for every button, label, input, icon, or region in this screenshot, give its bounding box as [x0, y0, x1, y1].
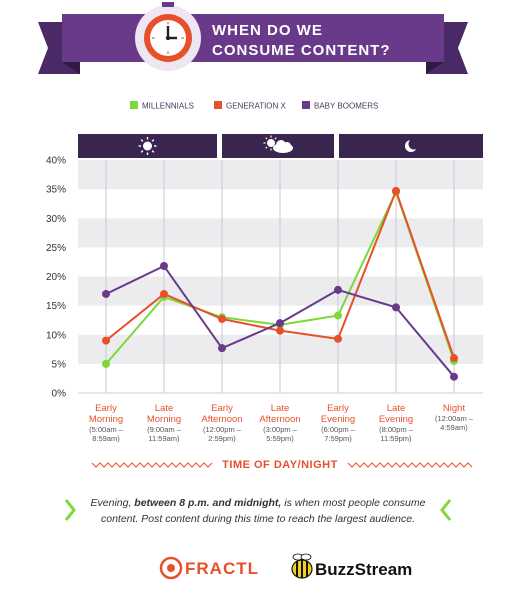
legend-item: GENERATION X [214, 101, 287, 111]
x-category-name: Early Morning [89, 403, 123, 425]
data-point [334, 311, 342, 320]
data-point [160, 262, 168, 271]
chevron-left-icon [440, 499, 452, 521]
legend-swatch [214, 101, 222, 109]
callout-line1: Evening, between 8 p.m. and midnight, is… [91, 497, 426, 509]
data-point [102, 289, 110, 298]
period-header [78, 134, 483, 158]
sun-cloud-icon [263, 135, 293, 153]
ribbon-body [62, 14, 444, 62]
fractl-logo-text: FRACTL [185, 559, 259, 578]
data-point [334, 285, 342, 294]
zigzag-right [347, 462, 473, 468]
x-category-name: Late Morning [147, 403, 181, 425]
y-tick-label: 20% [46, 272, 66, 283]
y-tick-label: 35% [46, 185, 66, 196]
legend-swatch [302, 101, 310, 109]
clock-icon [135, 2, 201, 71]
x-category: Early Morning(5:00am –8:59am) [89, 403, 124, 443]
x-category-time: (12:00pm –2:59pm) [203, 425, 242, 443]
legend-item: MILLENNIALS [130, 101, 194, 111]
zigzag-left [91, 462, 213, 468]
x-category: Late Morning(9:00am –11:59am) [147, 403, 182, 443]
line-chart: 0% 5% 10% 15% 20% 25% 30% 35% 40% Early Morning(5… [46, 134, 483, 443]
y-tick-label: 25% [46, 243, 66, 254]
buzzstream-logo: BuzzStream [291, 553, 412, 579]
series-generation-x [102, 186, 458, 363]
data-point [102, 359, 110, 368]
x-category-time: (6:00pm –7:59pm) [321, 425, 356, 443]
x-category: Early Afternoon(12:00pm –2:59pm) [201, 403, 242, 443]
x-category-name: Night [443, 403, 466, 414]
x-axis-categories: Early Morning(5:00am –8:59am)Late Morning(… [89, 403, 474, 443]
legend-label: MILLENNIALS [142, 102, 194, 111]
x-category-time: (5:00am –8:59am) [89, 425, 124, 443]
y-tick-label: 5% [52, 359, 67, 370]
y-tick-label: 40% [46, 156, 66, 167]
y-tick-label: 30% [46, 214, 66, 225]
data-point [102, 336, 110, 345]
x-category-name: Early Afternoon [201, 403, 242, 425]
x-category: Night(12:00am –4:59am) [435, 403, 474, 432]
bee-icon [291, 553, 313, 579]
x-category-time: (9:00am –11:59am) [147, 425, 182, 443]
data-point [334, 334, 342, 343]
series-lines [102, 186, 458, 381]
data-point [218, 344, 226, 353]
y-tick-label: 10% [46, 330, 66, 341]
x-category-name: Late Afternoon [259, 403, 300, 425]
sun-icon [138, 137, 157, 155]
callout-line2: content. Post content during this time t… [101, 513, 415, 525]
legend-label: GENERATION X [226, 102, 287, 111]
fractl-logo-icon [159, 556, 183, 580]
banner-title-line2: CONSUME CONTENT? [212, 42, 391, 59]
x-category: Early Evening(6:00pm –7:59pm) [321, 403, 356, 443]
data-point [392, 303, 400, 312]
data-point [218, 315, 226, 324]
header-banner: WHEN DO WE CONSUME CONTENT? [38, 2, 468, 74]
callout: Evening, between 8 p.m. and midnight, is… [64, 497, 452, 525]
x-axis-title: TIME OF DAY/NIGHT [222, 459, 338, 471]
y-axis-ticks: 0% 5% 10% 15% 20% 25% 30% 35% 40% [46, 156, 66, 400]
legend-item: BABY BOOMERS [302, 101, 378, 111]
data-point [392, 186, 400, 195]
data-point [276, 326, 284, 335]
chevron-right-icon [64, 499, 76, 521]
x-category-time: (3:00pm –5:59pm) [263, 425, 298, 443]
data-point [160, 289, 168, 298]
data-point [450, 372, 458, 381]
legend-label: BABY BOOMERS [314, 102, 378, 111]
x-axis-title-group: TIME OF DAY/NIGHT [91, 459, 473, 471]
x-category-time: (12:00am –4:59am) [435, 414, 474, 432]
data-point [450, 354, 458, 363]
x-category: Late Afternoon(3:00pm –5:59pm) [259, 403, 300, 443]
y-tick-label: 0% [52, 389, 67, 400]
legend: MILLENNIALS GENERATION X BABY BOOMERS [130, 101, 378, 111]
moon-icon [405, 138, 420, 152]
x-category-name: Late Evening [379, 403, 413, 425]
data-point [276, 319, 284, 328]
buzzstream-logo-text: BuzzStream [315, 560, 412, 579]
x-category-time: (8:00pm –11:59pm) [379, 425, 414, 443]
banner-title-line1: WHEN DO WE [212, 22, 323, 39]
y-tick-label: 15% [46, 301, 66, 312]
x-category-name: Early Evening [321, 403, 355, 425]
x-category: Late Evening(8:00pm –11:59pm) [379, 403, 414, 443]
series-baby-boomers [102, 262, 458, 381]
legend-swatch [130, 101, 138, 109]
fractl-logo: FRACTL [159, 556, 259, 580]
